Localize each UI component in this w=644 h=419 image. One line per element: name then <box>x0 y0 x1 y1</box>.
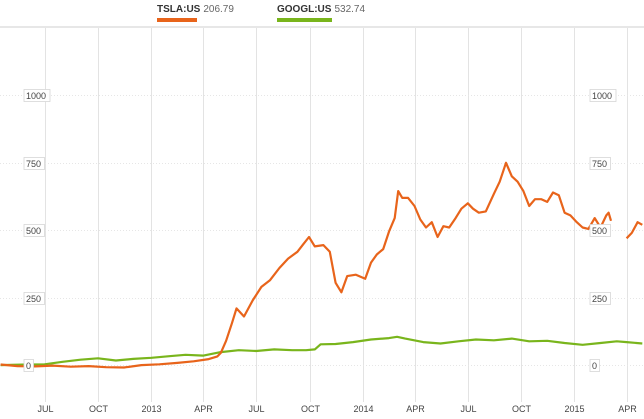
y-label-box-left <box>23 359 34 372</box>
x-tick-label: 2013 <box>141 404 161 414</box>
y-tick-label-right: 0 <box>592 361 597 371</box>
x-tick-label: JUL <box>460 404 476 414</box>
horizontal-gridlines <box>0 95 644 366</box>
chart-legend: TSLA:US 206.79 GOOGL:US 532.74 <box>0 0 644 28</box>
legend-price: 206.79 <box>203 4 234 15</box>
googl-line <box>0 335 643 367</box>
legend-price: 532.74 <box>334 4 366 15</box>
x-tick-label: OCT <box>89 404 109 414</box>
legend-item-googl[interactable]: GOOGL:US 532.74 <box>277 4 366 22</box>
x-axis-labels: JUL OCT 2013 APR JUL OCT 2014 APR JUL OCT 2015 APR <box>37 404 637 414</box>
x-tick-label: OCT <box>512 404 532 414</box>
y-label-box-right <box>589 157 611 170</box>
y-axis-labels: 1000 1000 750 750 500 500 250 250 0 0 <box>23 89 617 372</box>
legend-ticker: GOOGL:US <box>277 4 332 15</box>
x-tick-label: APR <box>194 404 213 414</box>
y-label-box-left <box>23 89 51 102</box>
series-lines <box>0 161 643 369</box>
y-tick-label-right: 1000 <box>592 91 612 101</box>
y-label-box-right <box>589 359 600 372</box>
y-tick-label-right: 250 <box>592 294 607 304</box>
x-tick-label: JUL <box>37 404 53 414</box>
y-label-box-right <box>589 224 611 237</box>
y-label-box-left <box>23 224 45 237</box>
tsla-line <box>0 161 613 369</box>
y-tick-label-right: 500 <box>592 226 607 236</box>
y-label-box-left <box>23 292 45 305</box>
x-tick-label: 2015 <box>564 404 584 414</box>
legend-ticker: TSLA:US <box>157 4 201 15</box>
y-tick-label-left: 500 <box>26 226 41 236</box>
y-tick-label-left: 1000 <box>26 91 46 101</box>
y-tick-label-left: 750 <box>26 159 41 169</box>
y-label-box-left <box>23 157 45 170</box>
y-tick-label-left: 250 <box>26 294 41 304</box>
legend-swatch-tsla <box>157 18 197 22</box>
x-tick-label: JUL <box>248 404 264 414</box>
x-tick-label: 2014 <box>353 404 373 414</box>
y-tick-label-right: 750 <box>592 159 607 169</box>
x-tick-label: APR <box>618 404 637 414</box>
y-tick-label-left: 0 <box>26 361 31 371</box>
legend-item-tsla[interactable]: TSLA:US 206.79 <box>157 4 234 22</box>
legend-swatch-googl <box>277 18 332 22</box>
vertical-gridlines <box>45 28 628 402</box>
y-label-box-right <box>589 292 611 305</box>
y-label-box-right <box>589 89 617 102</box>
tsla-line <box>625 221 643 240</box>
x-tick-label: APR <box>406 404 425 414</box>
x-tick-label: OCT <box>301 404 321 414</box>
